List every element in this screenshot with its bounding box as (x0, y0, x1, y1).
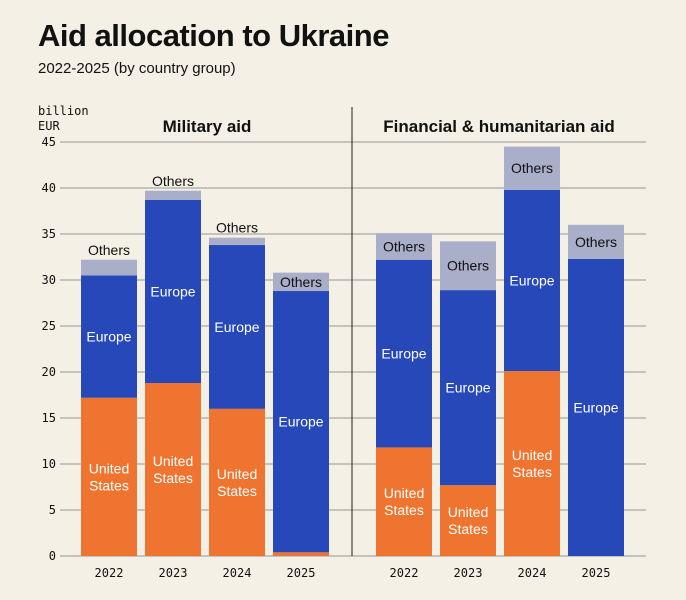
bar-segment (209, 237, 265, 246)
bar-segment (273, 272, 329, 292)
segment-label: States (448, 521, 488, 537)
bar-segment (145, 190, 201, 200)
segment-label: States (153, 470, 193, 486)
segment-label: Europe (381, 346, 426, 362)
x-tick-label: 2023 (454, 566, 483, 580)
bar-segment (504, 189, 560, 372)
segment-label: States (217, 483, 257, 499)
segment-label: Europe (445, 380, 490, 396)
bar-segment (376, 447, 432, 556)
y-tick-label: 15 (42, 411, 56, 425)
bar-segment (81, 397, 137, 556)
y-tick-label: 45 (42, 135, 56, 149)
bar-segment (209, 408, 265, 556)
chart-subtitle: 2022-2025 (by country group) (38, 60, 236, 77)
bar-segment (376, 233, 432, 260)
segment-label: United (448, 504, 488, 520)
segment-label: Europe (573, 399, 618, 415)
segment-label: United (384, 485, 424, 501)
segment-label: Others (280, 274, 322, 290)
segment-label: Others (216, 220, 258, 236)
bar-segment (440, 290, 496, 486)
bar-segment (568, 258, 624, 556)
segment-label: United (89, 460, 129, 476)
segment-label: Others (511, 160, 553, 176)
bar-segment (273, 291, 329, 553)
y-tick-label: 5 (49, 503, 56, 517)
bar-segment (440, 485, 496, 556)
segment-label: Others (383, 238, 425, 254)
segment-label: United (153, 453, 193, 469)
x-tick-label: 2025 (582, 566, 611, 580)
x-tick-label: 2022 (390, 566, 419, 580)
bar-segment (504, 371, 560, 556)
bar-segment (440, 241, 496, 291)
segment-label: Europe (150, 284, 195, 300)
y-tick-label: 25 (42, 319, 56, 333)
segment-label: Others (152, 173, 194, 189)
y-tick-label: 20 (42, 365, 56, 379)
segment-label: States (384, 502, 424, 518)
y-tick-label: 30 (42, 273, 56, 287)
bar-segment (145, 383, 201, 556)
x-tick-label: 2022 (95, 566, 124, 580)
segment-label: United (217, 466, 257, 482)
bar-segment (504, 146, 560, 190)
segment-label: States (512, 464, 552, 480)
segment-label: Others (88, 242, 130, 258)
x-tick-label: 2023 (159, 566, 188, 580)
chart-title: Aid allocation to Ukraine (38, 18, 389, 53)
x-tick-label: 2025 (287, 566, 316, 580)
y-tick-label: 0 (49, 549, 56, 563)
panel-title: Financial & humanitarian aid (383, 117, 614, 136)
x-tick-label: 2024 (223, 566, 252, 580)
segment-label: Europe (86, 329, 131, 345)
x-tick-label: 2024 (518, 566, 547, 580)
segment-label: Europe (509, 272, 554, 288)
segment-label: Europe (214, 319, 259, 335)
y-axis-label: EUR (38, 119, 60, 133)
bar-segment (209, 245, 265, 409)
segment-label: Europe (278, 414, 323, 430)
bar-segment (81, 275, 137, 398)
bar-segment (81, 259, 137, 276)
y-axis-label: billion (38, 104, 89, 118)
segment-label: Others (575, 234, 617, 250)
segment-label: States (89, 477, 129, 493)
bar-segment (376, 259, 432, 448)
y-tick-label: 10 (42, 457, 56, 471)
bar-segment (273, 552, 329, 556)
bar-segment (145, 199, 201, 384)
y-tick-label: 40 (42, 181, 56, 195)
segment-label: United (512, 447, 552, 463)
segment-label: Others (447, 258, 489, 274)
panel-title: Military aid (163, 117, 252, 136)
y-tick-label: 35 (42, 227, 56, 241)
bar-segment (568, 224, 624, 259)
